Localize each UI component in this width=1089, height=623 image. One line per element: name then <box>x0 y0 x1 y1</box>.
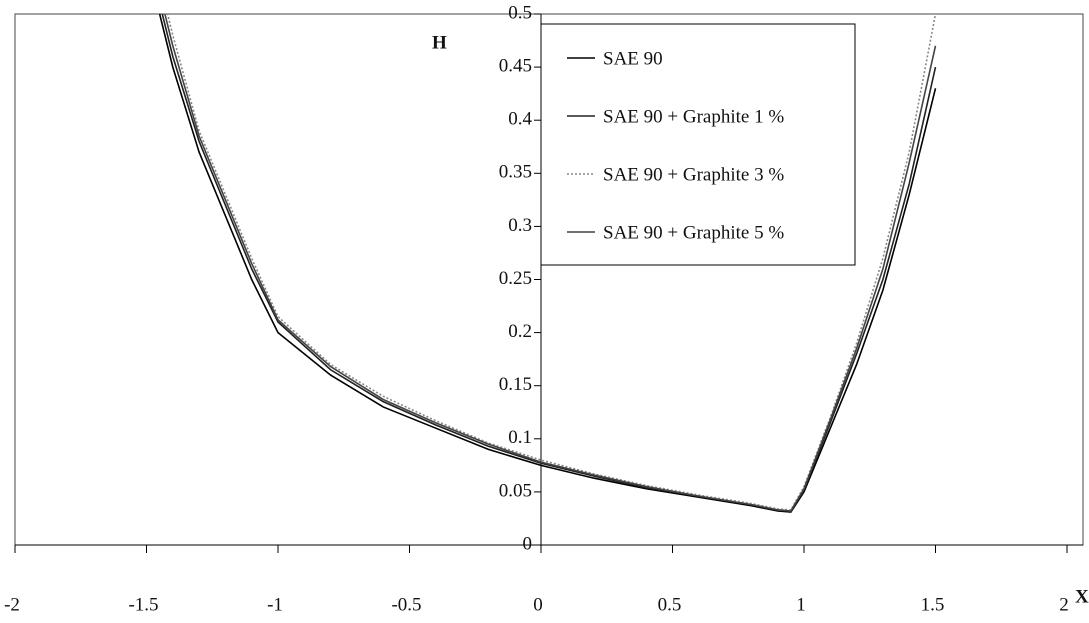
y-axis-label: H <box>432 32 447 53</box>
y-tick-label: 0.2 <box>508 321 532 342</box>
plot-lines <box>158 14 937 513</box>
x-tick-label: 1.5 <box>921 594 945 615</box>
y-tick-label: 0.25 <box>499 268 532 289</box>
series-line <box>164 14 937 512</box>
x-tick-label: -0.5 <box>391 594 421 615</box>
y-tick-label: 0 <box>523 533 533 554</box>
legend-label: SAE 90 + Graphite 5 % <box>603 222 784 243</box>
series-line <box>161 14 937 512</box>
legend-label: SAE 90 + Graphite 1 % <box>603 106 784 127</box>
legend-label: SAE 90 + Graphite 3 % <box>603 164 784 185</box>
y-tick-label: 0.4 <box>508 109 532 130</box>
legend-label: SAE 90 <box>603 48 663 69</box>
y-tick-label: 0.05 <box>499 480 532 501</box>
x-tick-label: -1.5 <box>128 594 158 615</box>
x-tick-label: 0 <box>533 594 543 615</box>
y-tick-label: 0.15 <box>499 374 532 395</box>
x-tick-label: -1 <box>267 594 283 615</box>
y-tick-label: 0.5 <box>508 2 532 23</box>
series-line <box>158 14 937 513</box>
y-tick-label: 0.3 <box>508 215 532 236</box>
x-tick-label: -2 <box>4 594 20 615</box>
x-tick-label: 2 <box>1059 594 1069 615</box>
y-tick-label: 0.45 <box>499 55 532 76</box>
x-tick-label: 0.5 <box>658 594 682 615</box>
y-tick-label: 0.1 <box>508 427 532 448</box>
x-tick-label: 1 <box>796 594 806 615</box>
series-line <box>166 14 937 511</box>
legend-box <box>540 23 856 266</box>
y-tick-label: 0.35 <box>499 162 532 183</box>
x-axis-label: X <box>1075 586 1089 607</box>
